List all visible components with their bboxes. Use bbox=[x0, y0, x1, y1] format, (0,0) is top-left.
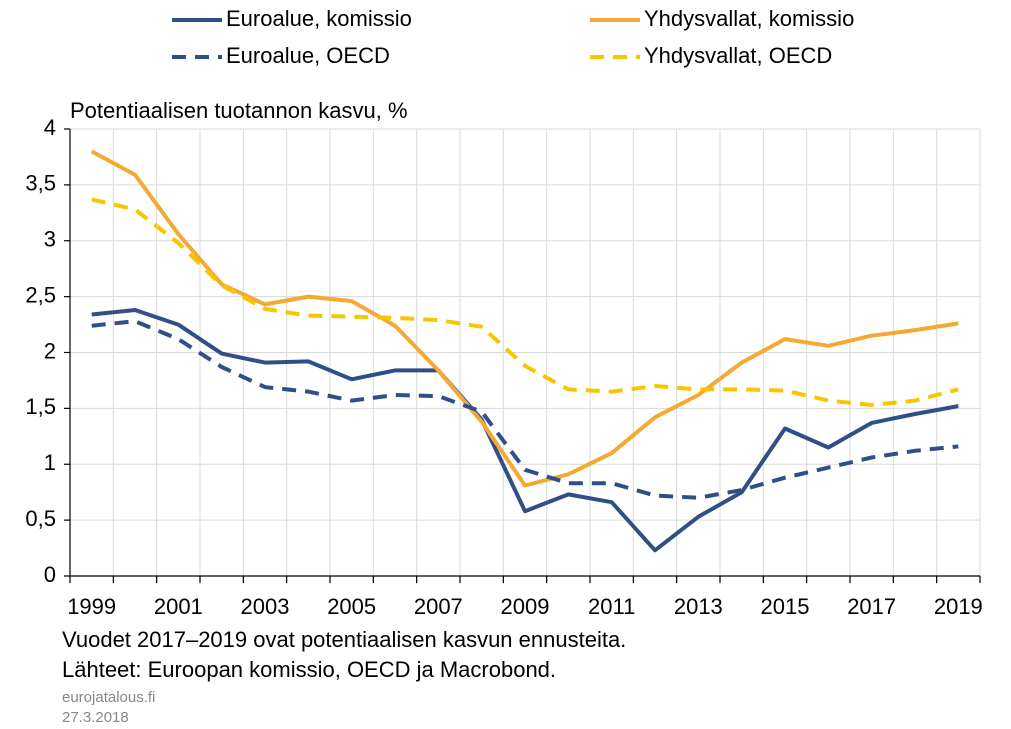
x-tick-label: 2017 bbox=[847, 594, 896, 619]
x-tick-label: 2007 bbox=[414, 594, 463, 619]
y-tick-label: 1,5 bbox=[25, 394, 56, 419]
x-tick-label: 2015 bbox=[761, 594, 810, 619]
x-tick-label: 2009 bbox=[501, 594, 550, 619]
x-tick-label: 2019 bbox=[934, 594, 983, 619]
y-tick-label: 1 bbox=[44, 450, 56, 475]
y-tick-label: 4 bbox=[44, 115, 56, 140]
legend-label: Yhdysvallat, OECD bbox=[644, 43, 832, 68]
x-tick-label: 2001 bbox=[154, 594, 203, 619]
y-axis-label: Potentiaalisen tuotannon kasvu, % bbox=[70, 98, 408, 123]
x-tick-label: 2013 bbox=[674, 594, 723, 619]
y-tick-label: 2 bbox=[44, 338, 56, 363]
legend-label: Yhdysvallat, komissio bbox=[644, 6, 854, 31]
note: Vuodet 2017–2019 ovat potentiaalisen kas… bbox=[62, 627, 626, 652]
y-tick-label: 0,5 bbox=[25, 506, 56, 531]
y-tick-label: 0 bbox=[44, 562, 56, 587]
y-tick-label: 2,5 bbox=[25, 282, 56, 307]
x-tick-label: 1999 bbox=[67, 594, 116, 619]
note: Lähteet: Euroopan komissio, OECD ja Macr… bbox=[62, 657, 556, 682]
x-tick-label: 2003 bbox=[241, 594, 290, 619]
series-line bbox=[90, 149, 959, 488]
series-line bbox=[91, 197, 959, 407]
date: 27.3.2018 bbox=[62, 709, 129, 726]
legend-label: Euroalue, OECD bbox=[226, 43, 390, 68]
series-line bbox=[91, 308, 959, 553]
series-line bbox=[91, 319, 959, 500]
source: eurojatalous.fi bbox=[62, 689, 155, 706]
x-tick-label: 2005 bbox=[327, 594, 376, 619]
x-tick-label: 2011 bbox=[588, 594, 635, 619]
y-tick-label: 3 bbox=[44, 227, 56, 252]
y-tick-label: 3,5 bbox=[25, 171, 56, 196]
legend-label: Euroalue, komissio bbox=[226, 6, 412, 31]
